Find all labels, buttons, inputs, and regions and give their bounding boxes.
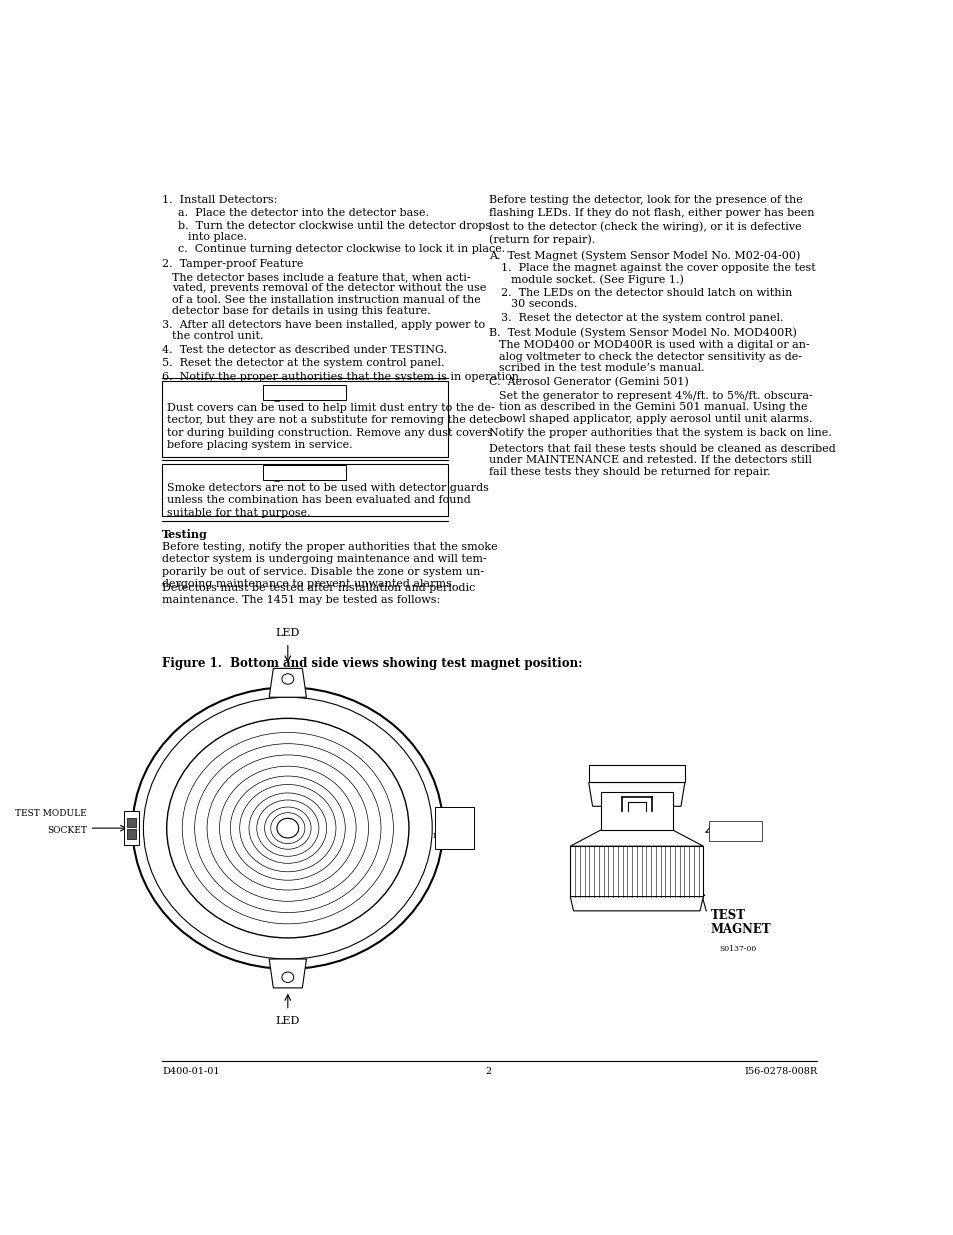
Text: a.  Place the detector into the detector base.: a. Place the detector into the detector … [178, 209, 429, 219]
FancyBboxPatch shape [162, 464, 447, 516]
Text: C.  Aerosol Generator (Gemini 501): C. Aerosol Generator (Gemini 501) [488, 378, 688, 388]
Text: Smoke detectors are not to be used with detector guards: Smoke detectors are not to be used with … [167, 483, 488, 493]
Text: Before testing, notify the proper authorities that the smoke: Before testing, notify the proper author… [162, 542, 497, 552]
Text: unless the combination has been evaluated and found: unless the combination has been evaluate… [167, 495, 470, 505]
Polygon shape [269, 668, 306, 698]
FancyBboxPatch shape [127, 818, 136, 827]
Text: TEST: TEST [441, 818, 466, 825]
Text: B.  Test Module (System Sensor Model No. MOD400R): B. Test Module (System Sensor Model No. … [488, 327, 796, 337]
Text: LED: LED [275, 1016, 299, 1026]
Text: Figure 1.  Bottom and side views showing test magnet position:: Figure 1. Bottom and side views showing … [162, 657, 582, 669]
Text: tector, but they are not a substitute for removing the detec-: tector, but they are not a substitute fo… [167, 415, 503, 425]
Text: suitable for that purpose.: suitable for that purpose. [167, 508, 310, 517]
Text: PAINTED: PAINTED [710, 821, 750, 829]
Polygon shape [570, 830, 702, 846]
Text: Set the generator to represent 4%/ft. to 5%/ft. obscura-: Set the generator to represent 4%/ft. to… [498, 390, 812, 400]
Text: TEST MODULE: TEST MODULE [15, 809, 87, 819]
Text: 3.  Reset the detector at the system control panel.: 3. Reset the detector at the system cont… [500, 312, 782, 322]
Polygon shape [588, 783, 684, 806]
Text: detector base for details in using this feature.: detector base for details in using this … [172, 306, 431, 316]
Text: The MOD400 or MOD400R is used with a digital or an-: The MOD400 or MOD400R is used with a dig… [498, 341, 809, 351]
Text: the control unit.: the control unit. [172, 331, 264, 341]
Text: 5.  Reset the detector at the system control panel.: 5. Reset the detector at the system cont… [162, 358, 444, 368]
Text: I56-0278-008R: I56-0278-008R [743, 1067, 817, 1076]
Text: Dust covers can be used to help limit dust entry to the de-: Dust covers can be used to help limit du… [167, 403, 494, 412]
FancyBboxPatch shape [570, 846, 702, 897]
Text: (return for repair).: (return for repair). [488, 235, 595, 246]
FancyBboxPatch shape [127, 829, 136, 839]
Text: 30 seconds.: 30 seconds. [511, 299, 577, 310]
FancyBboxPatch shape [263, 464, 346, 480]
Polygon shape [269, 960, 306, 988]
Text: Before testing the detector, look for the presence of the: Before testing the detector, look for th… [488, 195, 801, 205]
Text: D400-01-01: D400-01-01 [162, 1067, 219, 1076]
Text: tor during building construction. Remove any dust covers: tor during building construction. Remove… [167, 427, 492, 437]
Text: PAINTED: PAINTED [715, 823, 755, 830]
Text: 3.  After all detectors have been installed, apply power to: 3. After all detectors have been install… [162, 320, 485, 330]
Text: ⚠CAUTION: ⚠CAUTION [274, 393, 335, 401]
Text: 1.  Install Detectors:: 1. Install Detectors: [162, 195, 277, 205]
Text: 2.  The LEDs on the detector should latch on within: 2. The LEDs on the detector should latch… [500, 288, 791, 298]
Text: scribed in the test module’s manual.: scribed in the test module’s manual. [498, 363, 704, 373]
Text: Notify the proper authorities that the system is back on line.: Notify the proper authorities that the s… [488, 427, 831, 437]
Text: detector system is undergoing maintenance and will tem-: detector system is undergoing maintenanc… [162, 555, 486, 564]
Text: flashing LEDs. If they do not flash, either power has been: flashing LEDs. If they do not flash, eit… [488, 209, 814, 219]
Text: LED: LED [275, 627, 299, 638]
Text: 4.  Test the detector as described under TESTING.: 4. Test the detector as described under … [162, 345, 447, 354]
Text: MAGNET: MAGNET [710, 924, 771, 936]
Text: Detectors that fail these tests should be cleaned as described: Detectors that fail these tests should b… [488, 443, 835, 454]
FancyBboxPatch shape [600, 792, 672, 830]
Ellipse shape [276, 819, 298, 839]
Text: ⚠CAUTION: ⚠CAUTION [274, 473, 335, 482]
Text: S0137-00: S0137-00 [719, 945, 756, 953]
Text: porarily be out of service. Disable the zone or system un-: porarily be out of service. Disable the … [162, 567, 484, 577]
Text: 1.  Place the magnet against the cover opposite the test: 1. Place the magnet against the cover op… [500, 263, 815, 273]
Text: SURFACE: SURFACE [710, 832, 751, 841]
Polygon shape [570, 897, 702, 911]
FancyBboxPatch shape [263, 385, 346, 400]
Text: 2: 2 [485, 1067, 492, 1076]
Text: TEST: TEST [710, 909, 745, 923]
Text: MAGNET: MAGNET [433, 831, 476, 840]
Text: b.  Turn the detector clockwise until the detector drops: b. Turn the detector clockwise until the… [178, 221, 491, 231]
Text: 2.  Tamper-proof Feature: 2. Tamper-proof Feature [162, 258, 303, 268]
Text: of a tool. See the installation instruction manual of the: of a tool. See the installation instruct… [172, 295, 480, 305]
Text: 6.  Notify the proper authorities that the system is in operation.: 6. Notify the proper authorities that th… [162, 372, 522, 382]
Text: into place.: into place. [188, 232, 247, 242]
Text: Detectors must be tested after installation and periodic: Detectors must be tested after installat… [162, 583, 475, 593]
Text: module socket. (See Figure 1.): module socket. (See Figure 1.) [511, 274, 683, 285]
Text: lost to the detector (check the wiring), or it is defective: lost to the detector (check the wiring),… [488, 221, 801, 232]
Text: A.  Test Magnet (System Sensor Model No. M02-04-00): A. Test Magnet (System Sensor Model No. … [488, 249, 800, 261]
Text: fail these tests they should be returned for repair.: fail these tests they should be returned… [488, 467, 770, 477]
Text: before placing system in service.: before placing system in service. [167, 440, 352, 450]
Text: alog voltmeter to check the detector sensitivity as de-: alog voltmeter to check the detector sen… [498, 352, 801, 362]
Text: Testing: Testing [162, 529, 208, 540]
FancyBboxPatch shape [124, 811, 139, 845]
FancyBboxPatch shape [162, 382, 447, 457]
Text: tion as described in the Gemini 501 manual. Using the: tion as described in the Gemini 501 manu… [498, 403, 807, 412]
Text: SOCKET: SOCKET [48, 825, 87, 835]
Text: c.  Continue turning detector clockwise to lock it in place.: c. Continue turning detector clockwise t… [178, 245, 505, 254]
Text: vated, prevents removal of the detector without the use: vated, prevents removal of the detector … [172, 283, 486, 293]
Text: bowl shaped applicator, apply aerosol until unit alarms.: bowl shaped applicator, apply aerosol un… [498, 414, 812, 424]
Text: maintenance. The 1451 may be tested as follows:: maintenance. The 1451 may be tested as f… [162, 595, 440, 605]
FancyBboxPatch shape [708, 820, 761, 841]
Text: dergoing maintenance to prevent unwanted alarms.: dergoing maintenance to prevent unwanted… [162, 579, 455, 589]
Text: The detector bases include a feature that, when acti-: The detector bases include a feature tha… [172, 272, 471, 282]
FancyBboxPatch shape [588, 766, 684, 783]
Text: SURFACE: SURFACE [715, 832, 756, 841]
Text: under MAINTENANCE and retested. If the detectors still: under MAINTENANCE and retested. If the d… [488, 456, 811, 466]
FancyBboxPatch shape [435, 808, 473, 848]
